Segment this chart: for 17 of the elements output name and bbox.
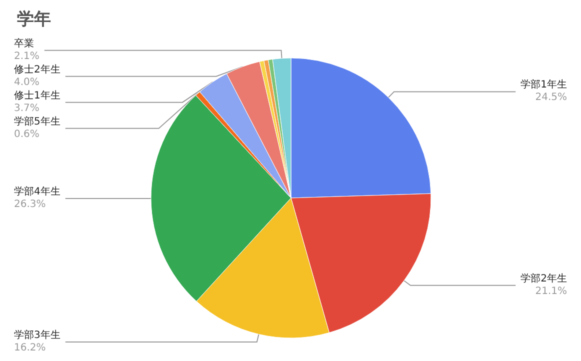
slice-label: 学部1年生 [520,78,567,91]
slice-label: 修士2年生 [14,63,60,76]
data-label: 3.7% [14,102,40,114]
slice-label: 学部2年生 [520,272,567,284]
data-label: 2.1% [14,50,40,62]
data-label: 26.3% [14,198,46,210]
slice-label: 修士1年生 [14,89,60,102]
slice-label: 学部3年生 [14,329,60,342]
data-label: 4.0% [14,76,40,88]
data-label: 24.5% [535,92,567,104]
chart-title: 学年 [17,10,51,30]
slice-label: 学部4年生 [14,185,60,198]
data-label: 16.2% [14,342,46,354]
data-label: 21.1% [535,286,567,297]
data-label: 0.6% [14,128,40,140]
slice-label: 学部5年生 [14,115,60,128]
slice-label: 卒業 [14,37,34,50]
